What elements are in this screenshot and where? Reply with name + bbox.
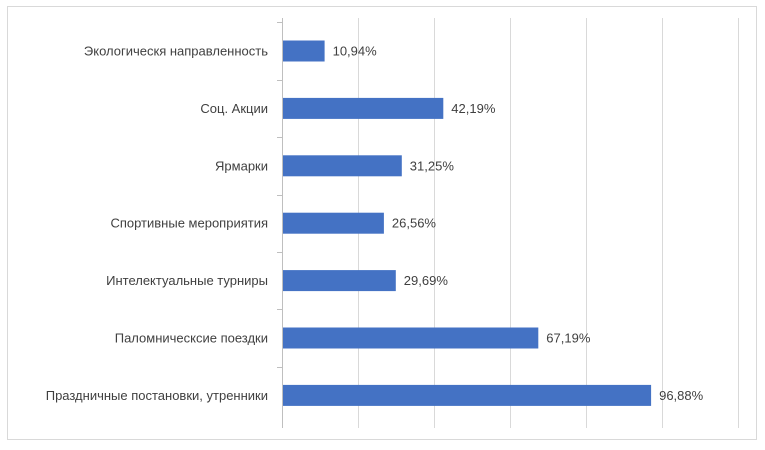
data-label: 31,25% [410,158,455,173]
data-label: 42,19% [451,101,496,116]
data-label: 29,69% [404,273,449,288]
category-label: Спортивные мероприятия [110,216,268,231]
bar [283,40,325,62]
data-label: 96,88% [659,388,704,403]
data-label: 26,56% [392,216,437,231]
data-label: 67,19% [546,331,591,346]
bar [283,384,652,406]
category-label: Соц. Акции [200,101,268,116]
bar [283,155,402,177]
bar [283,97,444,119]
bar [283,212,384,234]
bar [283,270,396,292]
category-label: Праздничные постановки, утренники [46,388,268,403]
bars [283,40,652,406]
labels: Экологическя направленность 10,94% Соц. Ак… [46,44,704,403]
category-label: Ярмарки [215,158,268,173]
bar [283,327,539,349]
category-label: Паломническсие поездки [115,331,268,346]
data-label: 10,94% [333,44,378,59]
gridlines [277,18,739,428]
category-label: Интелектуальные турниры [106,273,268,288]
category-label: Экологическя направленность [84,44,268,59]
